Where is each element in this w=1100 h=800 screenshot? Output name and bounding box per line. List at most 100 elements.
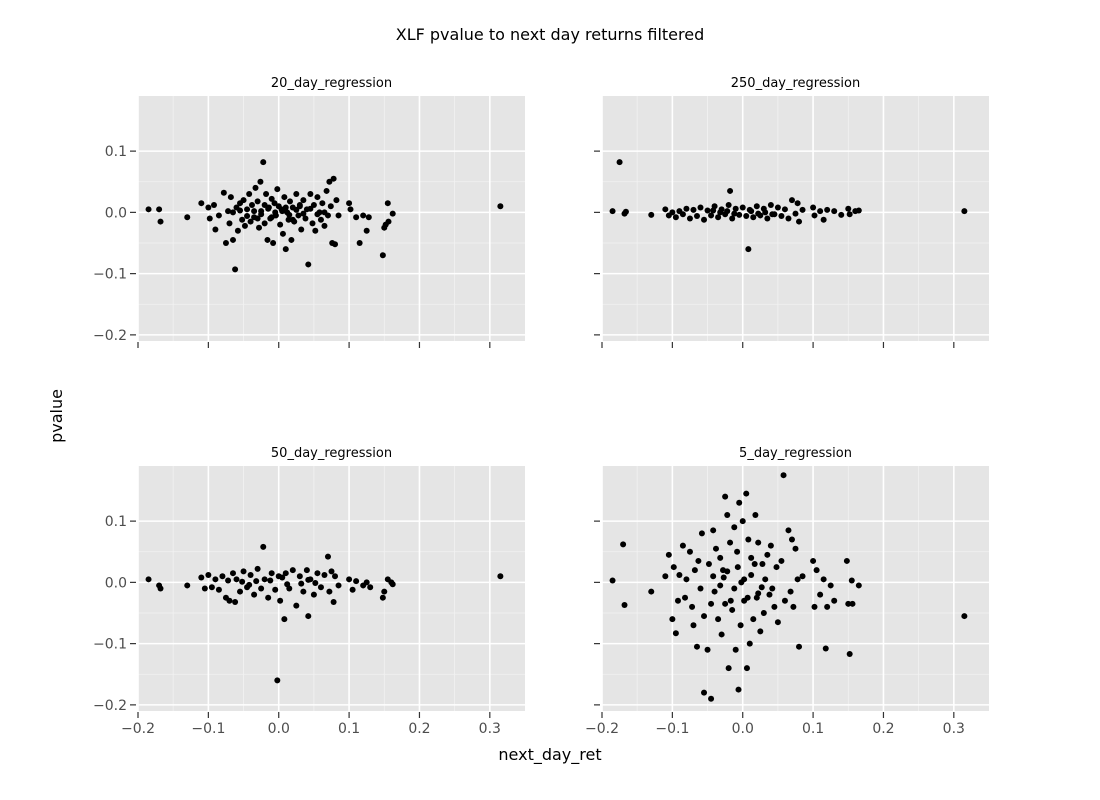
y-tick-label: −0.1 bbox=[93, 267, 127, 283]
data-point bbox=[289, 567, 296, 574]
data-point bbox=[781, 206, 788, 213]
panel-background bbox=[138, 96, 525, 341]
x-tick-label: −0.1 bbox=[191, 721, 225, 737]
data-point bbox=[724, 512, 731, 518]
data-point bbox=[737, 622, 744, 629]
data-point bbox=[717, 209, 724, 216]
data-point bbox=[379, 594, 386, 601]
data-point bbox=[261, 220, 268, 227]
x-tick-label: 0.3 bbox=[479, 721, 501, 737]
data-point bbox=[827, 582, 834, 589]
data-point bbox=[753, 203, 760, 210]
data-point bbox=[307, 191, 314, 197]
data-point bbox=[762, 576, 769, 583]
data-point bbox=[282, 570, 289, 577]
data-point bbox=[831, 208, 838, 215]
data-point bbox=[781, 597, 788, 604]
data-point bbox=[239, 216, 246, 223]
data-point bbox=[701, 689, 708, 696]
data-point bbox=[691, 567, 698, 574]
data-point bbox=[298, 226, 305, 233]
data-point bbox=[822, 645, 829, 652]
data-point bbox=[961, 208, 968, 215]
data-point bbox=[701, 216, 708, 223]
data-point bbox=[256, 224, 263, 231]
data-point bbox=[731, 585, 738, 592]
data-point bbox=[743, 665, 750, 672]
facet-title: 20_day_regression bbox=[271, 76, 392, 91]
data-point bbox=[220, 189, 227, 196]
data-point bbox=[222, 240, 229, 246]
data-point bbox=[616, 159, 623, 166]
data-point bbox=[722, 600, 729, 607]
data-point bbox=[792, 545, 799, 552]
data-point bbox=[648, 588, 655, 595]
data-point bbox=[748, 572, 755, 579]
data-point bbox=[226, 220, 233, 227]
data-point bbox=[300, 197, 307, 204]
x-tick-label: −0.1 bbox=[655, 721, 689, 737]
data-point bbox=[332, 241, 339, 248]
data-point bbox=[267, 577, 274, 584]
data-point bbox=[693, 643, 700, 650]
data-point bbox=[683, 205, 690, 212]
data-point bbox=[662, 206, 669, 213]
data-point bbox=[717, 582, 724, 589]
data-point bbox=[662, 573, 669, 580]
data-point bbox=[286, 211, 293, 218]
data-point bbox=[739, 204, 746, 211]
data-point bbox=[384, 200, 391, 207]
data-point bbox=[727, 539, 734, 546]
data-point bbox=[298, 580, 305, 587]
data-point bbox=[282, 204, 289, 211]
data-point bbox=[727, 597, 734, 604]
data-point bbox=[279, 574, 286, 581]
data-point bbox=[208, 584, 215, 591]
data-point bbox=[330, 175, 337, 182]
data-point bbox=[353, 578, 360, 585]
data-point bbox=[258, 585, 265, 592]
data-point bbox=[246, 581, 253, 588]
data-point bbox=[849, 600, 856, 607]
data-point bbox=[300, 210, 307, 217]
y-tick-label: −0.1 bbox=[93, 637, 127, 653]
data-point bbox=[346, 576, 353, 583]
data-point bbox=[277, 221, 284, 228]
data-point bbox=[246, 191, 253, 197]
data-point bbox=[764, 215, 771, 222]
data-point bbox=[365, 214, 372, 221]
data-point bbox=[232, 266, 239, 273]
data-point bbox=[253, 578, 260, 585]
data-point bbox=[227, 194, 234, 201]
data-point bbox=[333, 197, 340, 204]
x-tick-label: −0.2 bbox=[121, 721, 155, 737]
data-point bbox=[620, 541, 627, 548]
data-point bbox=[381, 588, 388, 595]
facet-title: 5_day_regression bbox=[739, 446, 852, 461]
data-point bbox=[748, 208, 755, 215]
data-point bbox=[796, 218, 803, 225]
data-point bbox=[701, 613, 708, 620]
data-point bbox=[674, 597, 681, 604]
data-point bbox=[198, 574, 205, 581]
data-point bbox=[769, 585, 776, 592]
data-point bbox=[794, 576, 801, 583]
data-point bbox=[712, 545, 719, 552]
data-point bbox=[690, 622, 697, 629]
data-point bbox=[215, 212, 222, 219]
facet-panel: 0.1 0.0 −0.1 −0.2 20_day_regression bbox=[93, 76, 525, 348]
data-point bbox=[330, 598, 337, 605]
data-point bbox=[670, 564, 677, 571]
data-point bbox=[725, 202, 732, 209]
data-point bbox=[363, 579, 370, 586]
data-point bbox=[705, 561, 712, 567]
data-point bbox=[284, 581, 291, 588]
data-point bbox=[843, 557, 850, 564]
data-point bbox=[237, 207, 244, 214]
data-point bbox=[785, 527, 792, 534]
data-point bbox=[385, 218, 392, 225]
data-point bbox=[244, 206, 251, 213]
facet-panels: 0.1 0.0 −0.1 −0.2 20_day_regression 250_day_r… bbox=[93, 76, 989, 737]
data-point bbox=[293, 602, 300, 609]
